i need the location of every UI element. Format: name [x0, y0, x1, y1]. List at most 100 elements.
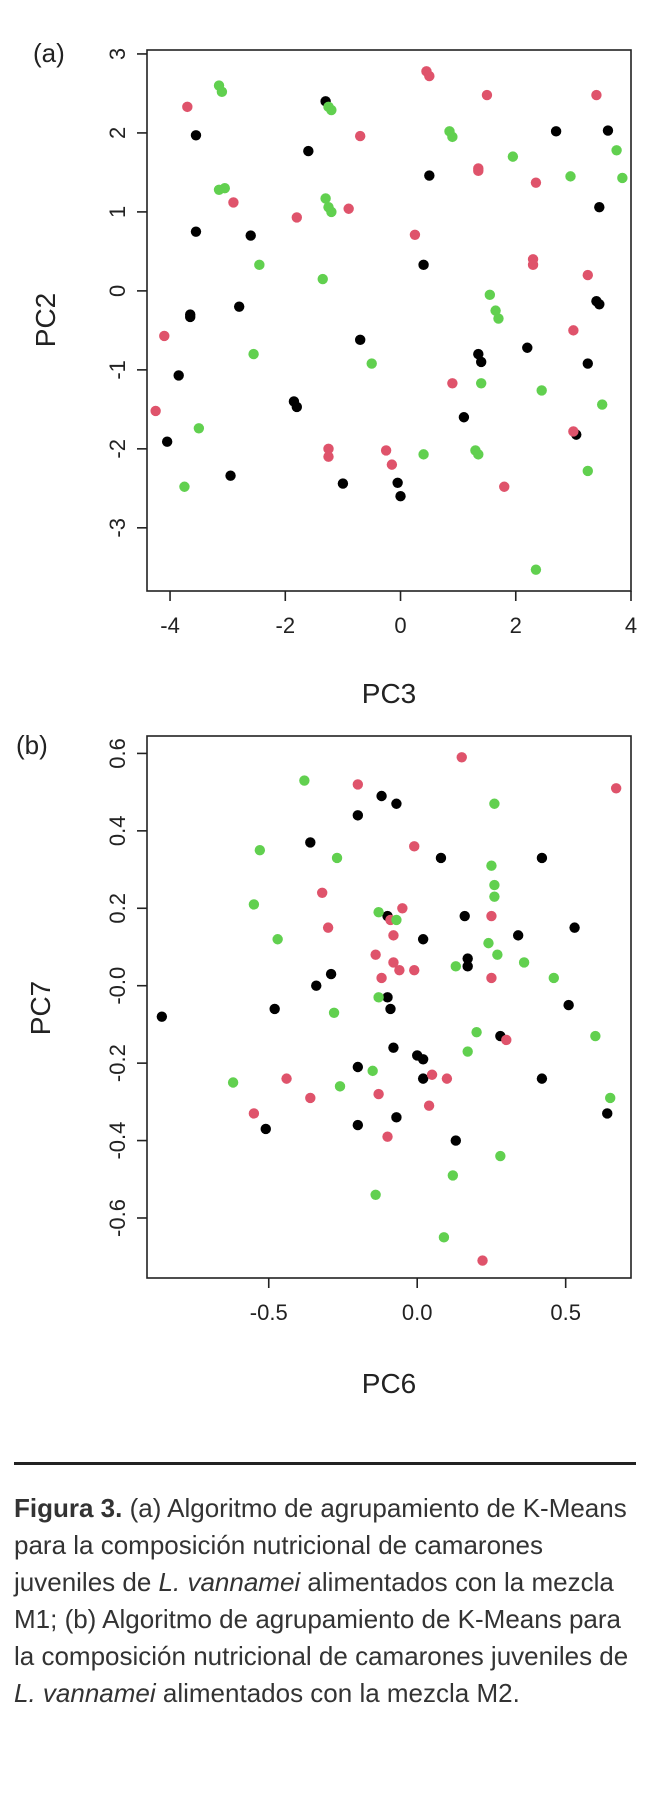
- scatter-point: [254, 845, 266, 856]
- scatter-point: [352, 810, 364, 821]
- y-tick-label: 0.2: [105, 893, 130, 924]
- scatter-point: [489, 891, 500, 902]
- scatter-point: [536, 385, 547, 396]
- scatter-point: [370, 1189, 381, 1200]
- scatter-point: [228, 197, 239, 208]
- scatter-point: [473, 449, 484, 460]
- panel-b-x-axis: -0.5 0.0 0.5: [250, 1278, 581, 1325]
- scatter-point: [323, 451, 334, 462]
- scatter-point: [382, 992, 393, 1003]
- scatter-point: [569, 922, 580, 933]
- scatter-point: [481, 89, 493, 101]
- scatter-point: [337, 478, 349, 489]
- scatter-point: [328, 1007, 340, 1019]
- scatter-point: [260, 1123, 271, 1135]
- scatter-point: [352, 1119, 364, 1131]
- x-tick-label: -2: [276, 613, 296, 638]
- scatter-point: [582, 358, 593, 369]
- scatter-point: [565, 171, 576, 182]
- scatter-point: [447, 131, 458, 143]
- scatter-point: [536, 852, 548, 864]
- scatter-point: [326, 104, 337, 116]
- scatter-point: [373, 1088, 384, 1100]
- scatter-point: [373, 992, 384, 1003]
- scatter-point: [161, 436, 173, 447]
- scatter-point: [305, 837, 316, 848]
- scatter-point: [424, 170, 435, 181]
- panel-b-y-axis: -0.6 -0.4 -0.2 -0.0 0.2 0.4 0.6: [105, 738, 147, 1237]
- scatter-point: [447, 378, 458, 389]
- scatter-point: [582, 269, 593, 281]
- scatter-point: [376, 790, 387, 802]
- scatter-point: [159, 330, 170, 342]
- scatter-point: [507, 151, 519, 162]
- caption-text-1: (a) Algoritmo de agrupamiento de K-Means…: [14, 1493, 627, 1597]
- x-tick-label: 0.5: [550, 1300, 581, 1325]
- panel-b-label: (b): [16, 730, 48, 760]
- x-tick-label: 4: [625, 613, 637, 638]
- scatter-point: [450, 1135, 462, 1146]
- scatter-point: [391, 1112, 402, 1123]
- scatter-point: [382, 1131, 393, 1142]
- scatter-point: [248, 899, 260, 910]
- scatter-point: [435, 852, 447, 864]
- y-tick-label: -2: [105, 439, 130, 459]
- y-tick-label: -0.6: [105, 1199, 130, 1237]
- scatter-point: [458, 412, 470, 423]
- x-tick-label: 2: [510, 613, 522, 638]
- scatter-point: [179, 481, 190, 492]
- scatter-point: [462, 953, 473, 964]
- panel-a: (a) -4 -2 0 2 4 -3 -2 -1 0 1 2 3 PC3 PC2: [30, 38, 637, 709]
- scatter-point: [522, 342, 533, 353]
- scatter-point: [512, 930, 524, 941]
- scatter-point: [441, 1073, 453, 1084]
- scatter-point: [254, 259, 265, 271]
- scatter-point: [395, 491, 406, 502]
- scatter-point: [182, 101, 193, 113]
- x-tick-label: -0.5: [250, 1300, 288, 1325]
- scatter-point: [391, 798, 402, 809]
- panel-b-y-axis-label: PC7: [25, 981, 56, 1035]
- scatter-point: [473, 348, 484, 360]
- x-tick-label: 0: [394, 613, 406, 638]
- scatter-point: [394, 965, 405, 976]
- x-tick-label: -4: [160, 613, 180, 638]
- scatter-point: [322, 922, 334, 933]
- scatter-point: [291, 212, 303, 223]
- y-tick-label: 1: [105, 206, 130, 218]
- panel-a-y-axis: -3 -2 -1 0 1 2 3: [105, 48, 147, 538]
- caption-divider: [14, 1462, 636, 1465]
- panel-a-points: [150, 66, 628, 575]
- panel-b-points: [156, 752, 622, 1266]
- scatter-point: [447, 1170, 459, 1181]
- scatter-point: [272, 934, 283, 945]
- y-tick-label: -3: [105, 518, 130, 538]
- scatter-point: [602, 125, 614, 136]
- scatter-point: [518, 957, 530, 968]
- scatter-point: [450, 961, 462, 972]
- scatter-point: [486, 910, 497, 922]
- scatter-point: [388, 930, 399, 941]
- scatter-point: [173, 370, 184, 381]
- scatter-point: [354, 130, 366, 142]
- scatter-point: [426, 1069, 438, 1080]
- y-tick-label: 0.4: [105, 816, 130, 847]
- scatter-point: [530, 177, 542, 188]
- scatter-point: [386, 459, 398, 470]
- scatter-point: [388, 1042, 399, 1053]
- scatter-point: [185, 311, 196, 323]
- scatter-point: [311, 980, 322, 991]
- scatter-point: [352, 779, 364, 790]
- scatter-point: [190, 130, 202, 141]
- scatter-point: [269, 1003, 280, 1015]
- figure-caption: Figura 3. (a) Algoritmo de agrupamiento …: [14, 1490, 636, 1712]
- scatter-point: [227, 1077, 239, 1088]
- scatter-point: [471, 1026, 482, 1038]
- scatter-point: [388, 957, 399, 968]
- scatter-point: [536, 1073, 548, 1084]
- scatter-point: [582, 465, 593, 477]
- scatter-point: [409, 229, 421, 241]
- scatter-point: [475, 378, 487, 389]
- scatter-point: [248, 348, 259, 360]
- scatter-point: [423, 1100, 435, 1111]
